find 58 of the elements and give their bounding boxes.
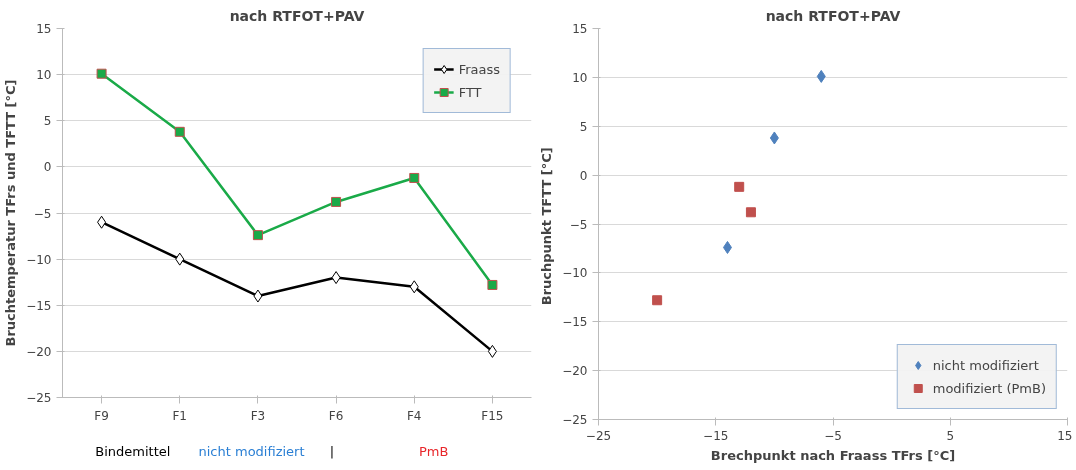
- x-tick-label: F4: [406, 408, 422, 423]
- point: [652, 295, 663, 306]
- point: [175, 252, 185, 266]
- point: [97, 215, 107, 229]
- y-tick-label: −10: [562, 266, 588, 281]
- legend-label: Fraass: [458, 61, 500, 77]
- point: [487, 344, 497, 358]
- legend-label: FTT: [458, 84, 482, 100]
- point: [409, 280, 419, 294]
- text: PmB: [418, 444, 449, 459]
- point: [487, 279, 498, 290]
- point: [331, 196, 342, 207]
- x-tick-label: 15: [1057, 428, 1073, 443]
- y-tick-label: 15: [572, 22, 588, 36]
- chart-title: nach RTFOT+PAV: [765, 7, 901, 24]
- y-axis-title: Bruchtemperatur TFrs und TFTT [°C]: [3, 79, 19, 347]
- y-tick-label: 0: [43, 160, 52, 175]
- text: nicht modifiziert: [198, 444, 305, 459]
- x-tick-label: F15: [481, 408, 504, 423]
- y-tick-label: 10: [36, 68, 52, 83]
- point: [331, 271, 341, 285]
- y-tick-label: −15: [26, 298, 52, 313]
- x-axis-title: Brechpunkt nach Fraass TFrs [°C]: [710, 447, 956, 463]
- text: |: [329, 444, 335, 459]
- text: Bindemittel: [95, 444, 171, 459]
- point: [252, 230, 263, 241]
- y-tick-label: −5: [33, 206, 52, 221]
- point: [722, 240, 732, 254]
- point: [96, 68, 107, 79]
- y-tick-label: 5: [579, 119, 588, 134]
- point: [816, 69, 826, 83]
- y-tick-label: −15: [562, 315, 588, 330]
- x-tick-label: F9: [94, 408, 109, 423]
- legend-label: nicht modifiziert: [932, 357, 1039, 373]
- y-tick-label: −20: [562, 364, 588, 379]
- point: [253, 289, 263, 303]
- point: [409, 172, 420, 183]
- y-tick-label: 10: [572, 70, 588, 85]
- y-tick-label: −10: [26, 252, 52, 267]
- y-tick-label: 15: [36, 22, 52, 36]
- point: [734, 181, 745, 192]
- y-axis-title: Bruchpunkt TFTT [°C]: [539, 147, 555, 306]
- y-tick-label: 0: [579, 168, 588, 183]
- x-tick-label: F6: [328, 408, 344, 423]
- y-tick-label: 5: [43, 114, 52, 129]
- x-tick-label: F3: [250, 408, 266, 423]
- legend-label: modifiziert (PmB): [932, 380, 1046, 396]
- point: [174, 126, 185, 137]
- point: [745, 207, 756, 218]
- point: [769, 131, 779, 145]
- chart-title: nach RTFOT+PAV: [229, 7, 365, 24]
- y-tick-label: −20: [26, 344, 52, 359]
- x-tick-label: −15: [703, 428, 729, 443]
- x-tick-label: 5: [946, 428, 955, 443]
- x-tick-label: −5: [824, 428, 842, 443]
- x-tick-label: F1: [172, 408, 188, 423]
- y-tick-label: −25: [26, 391, 52, 405]
- y-tick-label: −5: [569, 217, 588, 232]
